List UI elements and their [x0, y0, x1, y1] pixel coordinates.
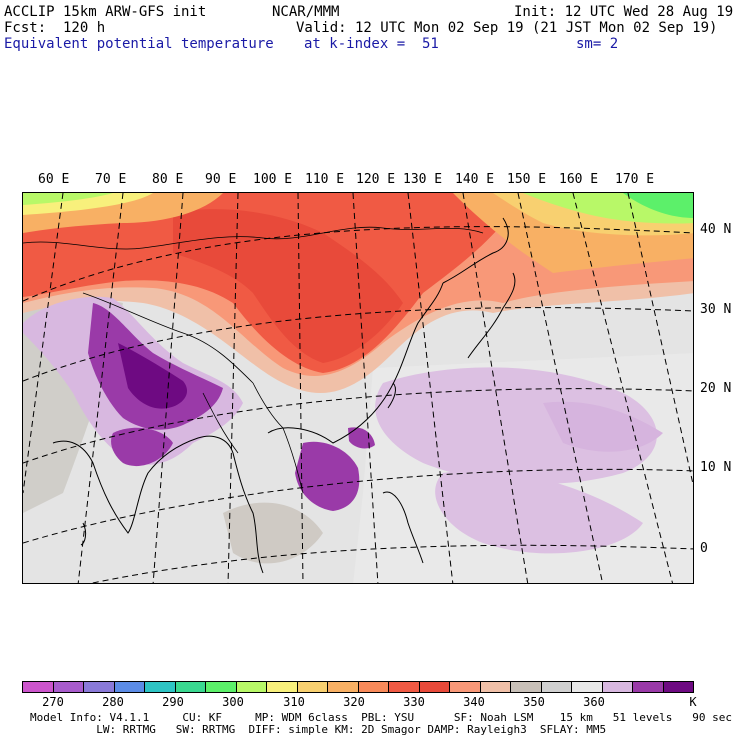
center-label: NCAR/MMM — [272, 4, 340, 20]
colorbar-cell — [358, 682, 389, 692]
latitude-label: 40 N — [700, 222, 732, 237]
colorbar-cell — [236, 682, 267, 692]
longitude-label: 80 E — [152, 172, 184, 187]
colorbar-tick-label: 290 — [162, 695, 184, 709]
smoothing-info: sm= 2 — [576, 36, 619, 52]
colorbar-cell — [23, 682, 54, 692]
longitude-label: 150 E — [507, 172, 547, 187]
longitude-label: 100 E — [253, 172, 293, 187]
latitude-label: 20 N — [700, 381, 732, 396]
colorbar-cell — [389, 682, 420, 692]
colorbar-tick-label: 280 — [102, 695, 124, 709]
colorbar-cell — [297, 682, 328, 692]
init-time: Init: 12 UTC Wed 28 Aug 19 — [514, 4, 734, 20]
colorbar-cell — [541, 682, 572, 692]
colorbar-cell — [450, 682, 481, 692]
longitude-label: 170 E — [615, 172, 655, 187]
longitude-label: 130 E — [403, 172, 443, 187]
colorbar-cell — [53, 682, 84, 692]
colorbar-cell — [480, 682, 511, 692]
colorbar-cell — [267, 682, 298, 692]
colorbar-tick-label: 270 — [42, 695, 64, 709]
longitude-label: 160 E — [559, 172, 599, 187]
colorbar-cell — [511, 682, 542, 692]
equivalent-potential-temperature-map — [22, 192, 694, 584]
longitude-label: 120 E — [356, 172, 396, 187]
colorbar-tick-label: 300 — [222, 695, 244, 709]
latitude-label: 30 N — [700, 302, 732, 317]
colorbar-cell — [206, 682, 237, 692]
colorbar-tick-label: 330 — [403, 695, 425, 709]
colorbar-cell — [633, 682, 664, 692]
longitude-label: 70 E — [95, 172, 127, 187]
longitude-label: 110 E — [305, 172, 345, 187]
colorbar-cell — [602, 682, 633, 692]
colorbar-tick-label: K — [689, 695, 697, 709]
colorbar-tick-label: 350 — [523, 695, 545, 709]
latitude-label: 10 N — [700, 460, 732, 475]
forecast-hour: Fcst: 120 h — [4, 20, 106, 36]
colorbar-cell — [84, 682, 115, 692]
colorbar-tick-label: 320 — [343, 695, 365, 709]
valid-time: Valid: 12 UTC Mon 02 Sep 19 (21 JST Mon … — [296, 20, 718, 36]
colorbar-cell — [175, 682, 206, 692]
colorbar-tick-label: 360 — [583, 695, 605, 709]
level-info: at k-index = 51 — [304, 36, 439, 52]
colorbar-cell — [114, 682, 145, 692]
model-info-line-1: Model Info: V4.1.1 CU: KF MP: WDM 6class… — [30, 711, 732, 724]
colorbar-cell — [328, 682, 359, 692]
model-info-line-2: LW: RRTMG SW: RRTMG DIFF: simple KM: 2D … — [30, 723, 607, 736]
colorbar-cell — [663, 682, 693, 692]
longitude-label: 90 E — [205, 172, 237, 187]
colorbar — [22, 681, 694, 693]
colorbar-tick-label: 340 — [463, 695, 485, 709]
longitude-label: 60 E — [38, 172, 70, 187]
model-title: ACCLIP 15km ARW-GFS init — [4, 4, 207, 20]
colorbar-cell — [419, 682, 450, 692]
colorbar-tick-label: 310 — [283, 695, 305, 709]
colorbar-cell — [145, 682, 176, 692]
longitude-label: 140 E — [455, 172, 495, 187]
colorbar-cell — [572, 682, 603, 692]
latitude-label: 0 — [700, 541, 708, 556]
field-name: Equivalent potential temperature — [4, 36, 274, 52]
